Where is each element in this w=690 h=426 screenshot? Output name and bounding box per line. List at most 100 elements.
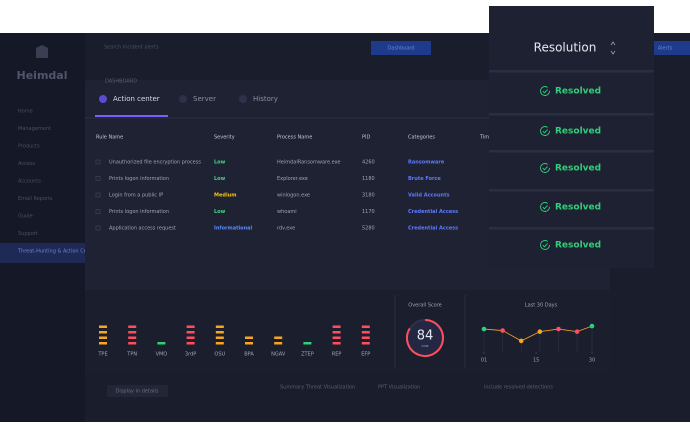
point xyxy=(574,329,580,334)
cell: Application access request xyxy=(109,226,176,232)
menu-item[interactable]: Guide xyxy=(18,214,33,220)
meter-segment xyxy=(128,331,137,334)
meter-segment xyxy=(245,342,253,345)
row-separator xyxy=(489,150,654,153)
stats-section xyxy=(85,290,610,372)
row-checkbox[interactable] xyxy=(95,192,101,198)
menu-item[interactable]: Access xyxy=(18,161,36,167)
score-value: 84 xyxy=(417,329,434,344)
row-checkbox[interactable] xyxy=(95,209,101,214)
check-mark xyxy=(542,243,548,248)
column-header[interactable]: Time xyxy=(479,135,492,141)
cell: Low xyxy=(214,176,226,182)
meter-segment xyxy=(361,325,370,328)
cell: 1180 xyxy=(362,176,375,182)
tab-icon xyxy=(179,95,187,103)
column-header[interactable]: Rule Name xyxy=(96,135,123,141)
row-checkbox[interactable] xyxy=(95,225,101,231)
meter-segment xyxy=(157,326,165,329)
top-button-label[interactable]: Dashboard xyxy=(387,46,414,52)
details-button-label[interactable]: Display in details xyxy=(116,389,159,395)
row-checkbox[interactable] xyxy=(95,176,101,181)
meter-label: ZTEP xyxy=(301,352,314,358)
meter-label: TPE xyxy=(97,352,107,358)
meter-segment xyxy=(128,336,137,339)
meter-segment xyxy=(274,331,282,334)
meter-segment xyxy=(274,326,282,329)
menu-item[interactable]: Management xyxy=(18,126,51,132)
top-button[interactable] xyxy=(371,41,431,55)
menu-item[interactable]: Support xyxy=(18,231,38,237)
cell: winlogon.exe xyxy=(277,193,310,199)
search-placeholder[interactable]: Search incident alerts xyxy=(104,45,159,51)
meter-segment xyxy=(99,325,107,328)
sort-icon[interactable] xyxy=(610,41,616,55)
cell: Low xyxy=(214,209,226,215)
check-mark xyxy=(542,129,548,134)
column-header[interactable]: Process Name xyxy=(277,135,312,141)
column-header[interactable]: PID xyxy=(362,135,370,141)
resolution-status: Resolved xyxy=(555,127,601,137)
cell: Prints logon information xyxy=(109,176,169,182)
brand: Heimdal xyxy=(17,69,68,82)
tab[interactable]: Action center xyxy=(113,95,160,103)
meter-segment xyxy=(332,331,341,334)
point xyxy=(500,328,505,333)
check-icon xyxy=(540,202,550,212)
footer-link[interactable]: Summary Threat Visualization xyxy=(280,385,355,391)
tab[interactable]: History xyxy=(253,95,278,103)
row-checkbox[interactable] xyxy=(95,159,101,165)
cell: 3180 xyxy=(362,193,375,199)
resolution-status: Resolved xyxy=(555,164,601,174)
cell: HeimdalRansomware.exe xyxy=(277,160,341,166)
cell: 5280 xyxy=(362,226,375,232)
meter-label: OSU xyxy=(214,352,225,358)
meter-segment xyxy=(215,331,224,334)
cell: Brute Force xyxy=(408,176,441,182)
sidebar xyxy=(0,33,85,422)
menu-item[interactable]: Home xyxy=(18,109,33,115)
popup-title: Resolution xyxy=(534,41,597,55)
cell: 4260 xyxy=(362,160,375,166)
cell: rdv.exe xyxy=(277,226,295,232)
meter-segment xyxy=(332,342,341,345)
column-header[interactable]: Severity xyxy=(214,135,235,141)
meter-segment xyxy=(303,326,311,329)
score-title: Overall Score xyxy=(408,303,441,309)
meter-segment xyxy=(361,336,370,339)
logo-icon xyxy=(36,45,48,58)
meter-segment xyxy=(128,325,137,328)
meter-segment xyxy=(245,336,253,339)
meter-label: VMO xyxy=(156,352,168,358)
cell: Login from a public IP xyxy=(109,193,163,199)
meter-segment xyxy=(215,325,224,328)
tab[interactable]: Server xyxy=(193,95,216,103)
cell: Low xyxy=(214,160,226,166)
point xyxy=(589,323,595,329)
meter-segment xyxy=(332,325,341,328)
menu-item[interactable]: Accounts xyxy=(18,179,41,185)
cell: Prints logon information xyxy=(109,209,169,215)
active-tab-underline xyxy=(95,115,168,117)
menu-item[interactable]: Products xyxy=(18,144,40,150)
cell: Explorer.exe xyxy=(277,176,308,182)
cell: Credential Access xyxy=(408,209,458,215)
column-header[interactable]: Categories xyxy=(408,135,435,141)
footer-link[interactable]: PPT Visualization xyxy=(378,385,420,391)
details-button[interactable] xyxy=(107,385,168,397)
right-button-label[interactable]: Alerts xyxy=(658,46,673,52)
cell: Informational xyxy=(214,226,253,232)
menu-item[interactable]: Threat-Hunting & Action Center xyxy=(17,249,98,255)
footer-link[interactable]: include resolved detections xyxy=(484,385,553,391)
menu-active xyxy=(0,243,85,263)
resolution-status: Resolved xyxy=(555,203,601,213)
menu-item[interactable]: Email Reports xyxy=(18,196,53,202)
breadcrumb: DASHBOARD xyxy=(105,79,137,85)
point xyxy=(556,326,561,332)
point xyxy=(518,338,524,344)
meter-label: TPN xyxy=(126,352,137,358)
meter-segment xyxy=(157,337,165,340)
meter-segment xyxy=(99,336,107,339)
check-mark xyxy=(542,89,548,94)
